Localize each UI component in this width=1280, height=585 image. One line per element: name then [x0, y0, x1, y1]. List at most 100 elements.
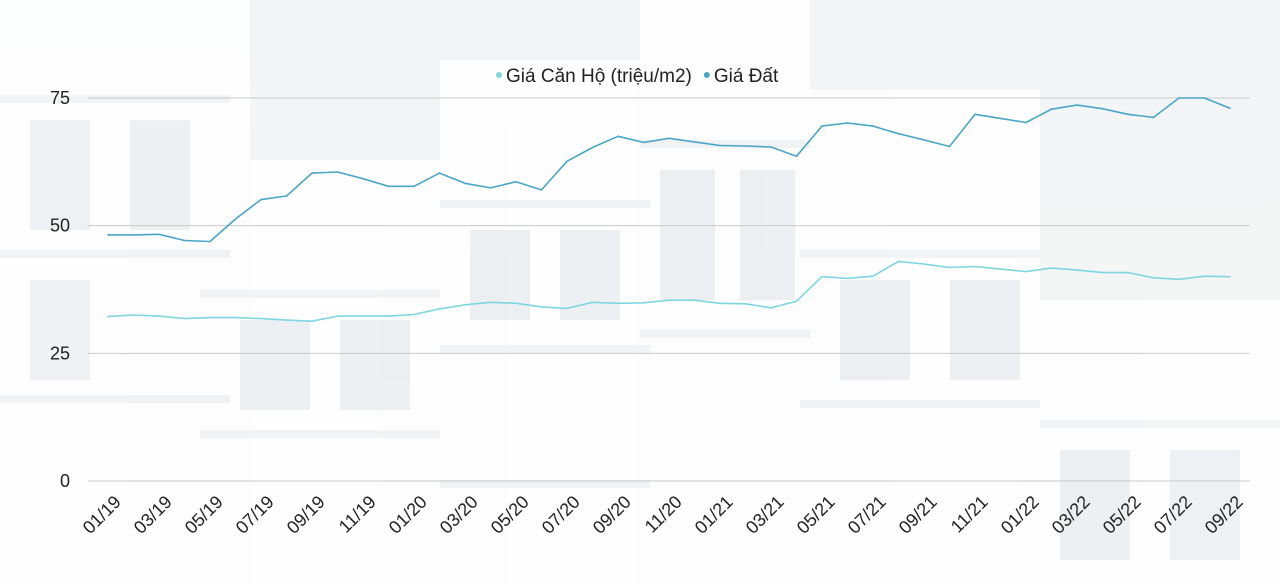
legend: Giá Căn Hộ (triệu/m2) Giá Đất: [496, 66, 779, 87]
x-tick-label: 07/22: [1150, 492, 1196, 538]
x-tick-label: 05/19: [181, 492, 227, 538]
data-point: [362, 315, 364, 317]
data-point: [617, 135, 619, 138]
data-point: [999, 268, 1002, 270]
data-point: [285, 319, 288, 321]
x-tick-label: 01/21: [691, 492, 737, 538]
data-point: [770, 307, 772, 309]
data-point: [387, 315, 390, 317]
data-point: [362, 177, 364, 180]
x-tick-label: 09/19: [283, 492, 329, 538]
data-point: [744, 145, 747, 147]
data-point: [1152, 116, 1155, 119]
x-tick-label: 05/22: [1099, 492, 1145, 538]
data-point: [413, 185, 415, 188]
data-point: [948, 266, 951, 269]
data-point: [974, 265, 976, 268]
x-tick-label: 07/20: [538, 492, 584, 538]
data-point: [846, 277, 849, 280]
x-tick-label: 03/22: [1048, 492, 1094, 538]
data-point: [846, 122, 849, 124]
data-point: [107, 234, 109, 236]
data-point: [821, 275, 823, 278]
data-point: [1203, 97, 1206, 99]
data-point: [642, 301, 645, 304]
data-point: [795, 300, 798, 303]
legend-marker-1: [496, 72, 502, 78]
series-line-2: [108, 97, 1231, 243]
data-point: [897, 260, 900, 263]
data-point: [1076, 269, 1078, 271]
data-point: [1050, 267, 1053, 269]
x-tick-label: 07/19: [232, 492, 278, 538]
data-point: [999, 117, 1002, 120]
data-point: [668, 299, 670, 302]
data-point: [158, 315, 160, 317]
x-axis-ticks: 01/19 03/19 05/19 07/19 09/19 11/19 01/20 03/20…: [79, 492, 1247, 538]
legend-label-1: Giá Căn Hộ (triệu/m2): [506, 66, 692, 87]
data-point: [1050, 108, 1053, 111]
data-point: [209, 240, 211, 243]
data-point: [872, 275, 874, 278]
x-tick-label: 03/20: [436, 492, 482, 538]
data-point: [234, 218, 237, 220]
data-point: [464, 304, 466, 306]
data-point: [693, 299, 696, 302]
data-point: [617, 302, 619, 305]
data-point: [234, 316, 237, 319]
x-tick-label: 09/20: [589, 492, 635, 538]
data-point: [770, 146, 772, 148]
y-tick-label: 75: [50, 88, 70, 108]
data-point: [464, 182, 466, 185]
y-axis-ticks: 0 25 50 75: [50, 88, 70, 491]
data-point: [1127, 271, 1129, 274]
data-point: [1178, 278, 1180, 281]
data-point: [515, 302, 517, 305]
x-tick-label: 09/22: [1201, 492, 1247, 538]
x-tick-label: 07/21: [844, 492, 890, 538]
data-point: [821, 125, 823, 127]
data-point: [1101, 107, 1104, 110]
data-point: [795, 155, 798, 158]
data-point: [387, 185, 390, 188]
data-point: [438, 172, 441, 174]
x-tick-label: 01/19: [79, 492, 125, 538]
x-tick-label: 05/20: [487, 492, 533, 538]
data-point: [1025, 121, 1027, 124]
data-point: [566, 307, 568, 310]
data-point: [183, 239, 186, 242]
data-point: [438, 308, 441, 310]
data-point: [693, 141, 696, 143]
data-point: [489, 301, 492, 304]
data-point: [540, 189, 543, 191]
y-tick-label: 25: [50, 343, 70, 363]
data-point: [923, 263, 925, 265]
x-tick-label: 05/21: [793, 492, 839, 538]
y-tick-label: 50: [50, 216, 70, 236]
data-point: [1229, 275, 1231, 278]
data-point: [719, 144, 721, 147]
data-point: [413, 313, 415, 316]
data-point: [285, 195, 288, 197]
data-point: [1178, 97, 1180, 99]
y-tick-label: 0: [60, 471, 70, 491]
data-point: [1076, 104, 1078, 106]
data-point: [642, 141, 645, 144]
data-point: [566, 160, 568, 163]
legend-marker-2: [703, 72, 710, 78]
data-point: [336, 315, 339, 317]
series-layer: [107, 97, 1231, 323]
data-point: [1025, 270, 1027, 273]
data-point: [1127, 113, 1129, 116]
data-point: [132, 234, 135, 236]
series-line-1: [107, 260, 1231, 323]
data-point: [591, 146, 594, 149]
data-point: [948, 145, 951, 148]
data-point: [336, 171, 339, 173]
data-point: [107, 315, 109, 318]
data-point: [158, 233, 160, 236]
data-point: [1101, 271, 1104, 274]
data-point: [591, 301, 594, 304]
data-point: [311, 172, 313, 174]
